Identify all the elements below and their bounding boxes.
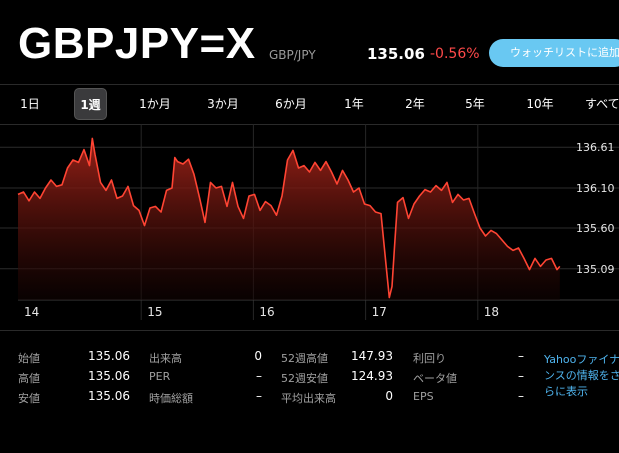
y-tick-label: 135.60 xyxy=(576,222,615,235)
chart-divider xyxy=(0,330,619,331)
stat-high-label: 高値 xyxy=(18,372,40,385)
stat-open-value: 135.06 xyxy=(88,349,130,363)
tab-1d[interactable]: 1日 xyxy=(20,97,40,111)
stat-high-value: 135.06 xyxy=(88,369,130,383)
x-tick-label: 14 xyxy=(24,305,39,319)
stat-volume-value: 0 xyxy=(254,349,262,363)
stat-marketcap-label: 時価総額 xyxy=(149,392,193,405)
stat-eps-value: – xyxy=(518,389,524,403)
stat-per-label: PER xyxy=(149,370,171,383)
currency-pair: GBP/JPY xyxy=(269,48,316,62)
tab-5y[interactable]: 5年 xyxy=(465,97,485,111)
range-tabs: 1日 1週 1か月 3か月 6か月 1年 2年 5年 10年 すべて xyxy=(0,86,619,122)
tab-2y[interactable]: 2年 xyxy=(405,97,425,111)
header: GBPJPY=X GBP/JPY 135.06 -0.56% ウォッチリストに追… xyxy=(0,0,619,82)
stat-yield-label: 利回り xyxy=(413,352,446,365)
price-chart[interactable]: 136.61 136.10 135.60 135.09 14 15 16 17 18 xyxy=(0,124,619,320)
stat-yield-value: – xyxy=(518,349,524,363)
stat-52w-high-value: 147.93 xyxy=(351,349,393,363)
tab-10y[interactable]: 10年 xyxy=(526,97,554,111)
tab-3m[interactable]: 3か月 xyxy=(207,97,239,111)
y-tick-label: 136.61 xyxy=(576,141,615,154)
x-tick-label: 15 xyxy=(147,305,162,319)
current-price: 135.06 xyxy=(367,45,425,63)
price-change: -0.56% xyxy=(430,46,480,62)
y-tick-label: 136.10 xyxy=(576,182,615,195)
stat-avg-volume-label: 平均出来高 xyxy=(281,392,336,405)
stat-beta-value: – xyxy=(518,369,524,383)
tab-1m[interactable]: 1か月 xyxy=(139,97,171,111)
yahoo-finance-link[interactable]: Yahooファイナンスの情報をさらに表示 xyxy=(544,353,619,398)
x-tick-label: 16 xyxy=(259,305,274,319)
x-tick-label: 18 xyxy=(484,305,499,319)
stat-beta-label: ベータ値 xyxy=(413,372,457,385)
stat-low-value: 135.06 xyxy=(88,389,130,403)
stat-52w-high-label: 52週高値 xyxy=(281,352,328,365)
tab-1w[interactable]: 1週 xyxy=(74,88,107,120)
stat-marketcap-value: – xyxy=(256,389,262,403)
tab-1y[interactable]: 1年 xyxy=(344,97,364,111)
ticker-symbol: GBPJPY=X xyxy=(18,19,256,68)
stat-per-value: – xyxy=(256,369,262,383)
stat-open-label: 始値 xyxy=(18,352,40,365)
price-chart-svg: 136.61 136.10 135.60 135.09 14 15 16 17 18 xyxy=(0,124,619,320)
y-tick-label: 135.09 xyxy=(576,263,615,276)
stat-52w-low-label: 52週安値 xyxy=(281,372,328,385)
tab-all[interactable]: すべて xyxy=(585,97,619,111)
stat-low-label: 安値 xyxy=(18,392,40,405)
stat-52w-low-value: 124.93 xyxy=(351,369,393,383)
stat-eps-label: EPS xyxy=(413,390,434,403)
x-tick-label: 17 xyxy=(372,305,387,319)
tabs-divider xyxy=(0,124,619,125)
stat-volume-label: 出来高 xyxy=(149,352,182,365)
stats-panel: 始値 135.06 高値 135.06 安値 135.06 出来高 0 PER … xyxy=(0,340,619,410)
tab-6m[interactable]: 6か月 xyxy=(275,97,307,111)
add-to-watchlist-button[interactable]: ウォッチリストに追加 xyxy=(489,39,619,67)
stat-avg-volume-value: 0 xyxy=(385,389,393,403)
price-line xyxy=(17,137,561,299)
price-area-fill xyxy=(18,138,560,300)
header-divider xyxy=(0,84,619,85)
